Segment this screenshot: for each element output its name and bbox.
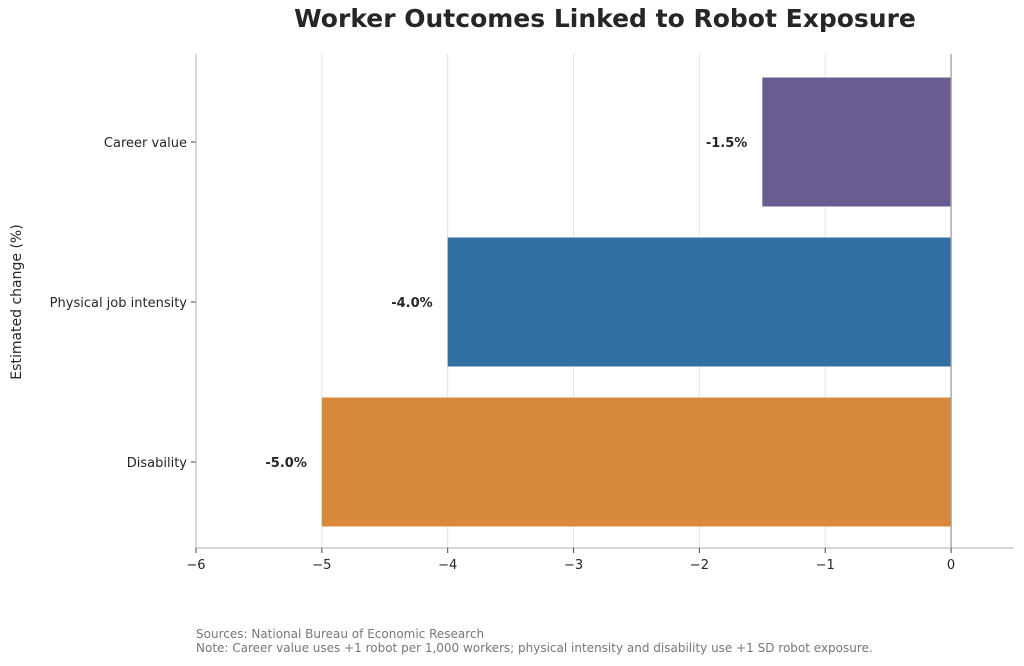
category-label: Career value <box>104 136 187 151</box>
axes <box>191 54 1014 553</box>
bar-disability <box>321 397 952 527</box>
bar-career-value <box>762 77 952 207</box>
bars <box>321 77 952 527</box>
x-tick-label: −6 <box>186 558 205 573</box>
x-tick-label: −1 <box>816 558 835 573</box>
x-tick-label: −5 <box>312 558 331 573</box>
x-tick-label: 0 <box>947 558 955 573</box>
labels: -1.5% Career value -4.0% Physical job inten… <box>50 136 956 573</box>
chart-title: Worker Outcomes Linked to Robot Exposure <box>294 4 916 33</box>
footnote: Sources: National Bureau of Economic Res… <box>196 627 873 655</box>
bar-physical-job-intensity <box>447 237 952 367</box>
y-axis-label: Estimated change (%) <box>9 224 25 379</box>
sources-note: Sources: National Bureau of Economic Res… <box>196 627 485 641</box>
data-label: -1.5% <box>706 136 747 151</box>
methodology-note: Note: Career value uses +1 robot per 1,0… <box>196 641 873 655</box>
x-tick-label: −2 <box>690 558 709 573</box>
category-label: Physical job intensity <box>50 296 188 311</box>
x-tick-label: −4 <box>438 558 457 573</box>
data-label: -4.0% <box>391 296 432 311</box>
category-label: Disability <box>127 456 188 471</box>
x-tick-label: −3 <box>564 558 583 573</box>
data-label: -5.0% <box>265 456 306 471</box>
